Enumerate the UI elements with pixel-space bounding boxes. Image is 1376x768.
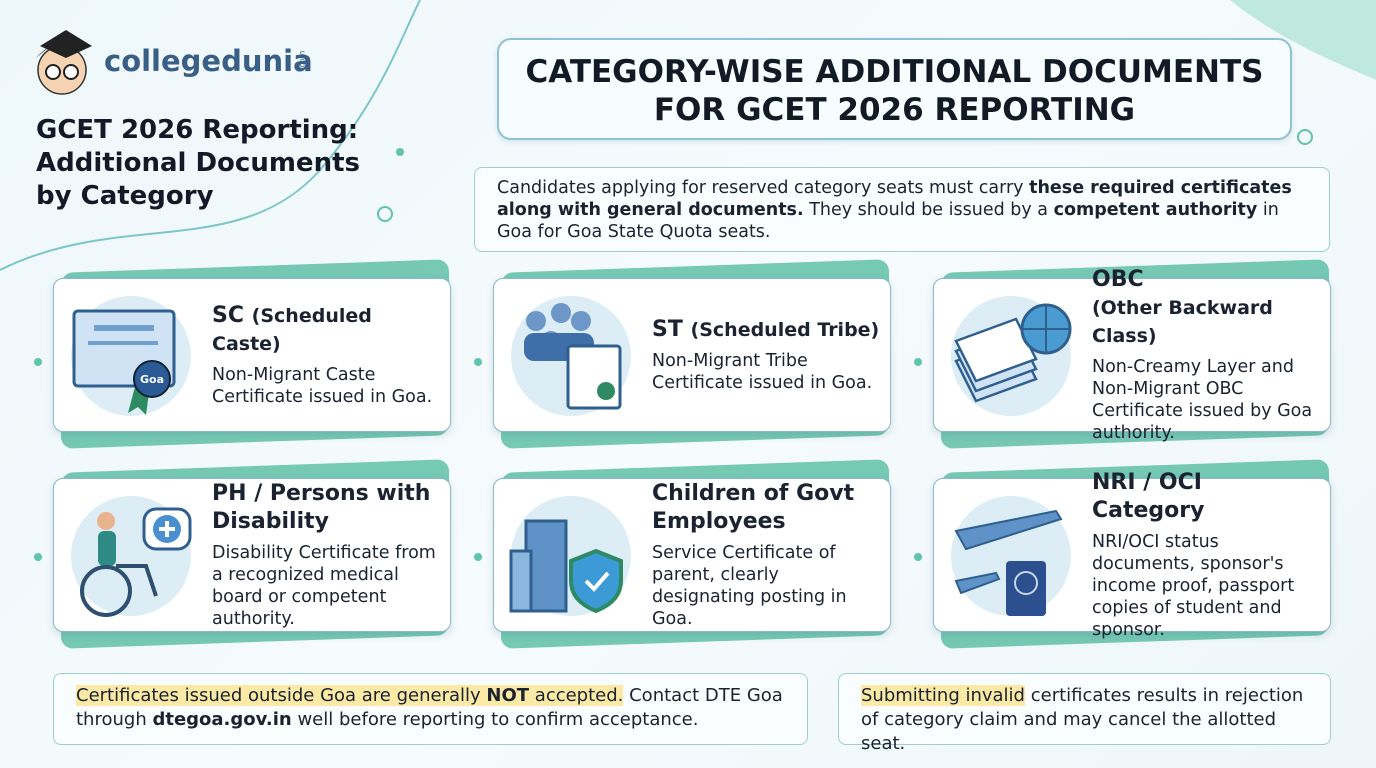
card-body: NRI/OCI status documents, sponsor's inco…: [1092, 532, 1295, 640]
card-title-main: OBC: [1092, 267, 1144, 292]
brand-suffix: .com: [297, 50, 307, 71]
note-box: Certificates issued outside Goa are gene…: [53, 673, 808, 745]
card-icon: [951, 496, 1071, 616]
card-title-main: SC: [212, 303, 244, 328]
icon-label: Goa: [140, 373, 164, 386]
card-text: SC (Scheduled Caste) Non-Migrant Caste Ce…: [212, 279, 442, 431]
category-card: ST (Scheduled Tribe) Non-Migrant Tribe Ce…: [493, 278, 891, 432]
text-segment: dtegoa.gov.in: [152, 709, 292, 730]
card-icon: [951, 296, 1072, 416]
text-segment: accepted.: [529, 685, 624, 706]
card-icon: [71, 496, 192, 617]
side-title-line: by Category: [36, 181, 214, 211]
intro-box: Candidates applying for reserved categor…: [474, 167, 1330, 252]
card-text: PH / Persons with Disability Disability C…: [212, 479, 442, 631]
card-title-note: (Scheduled Caste): [212, 305, 372, 355]
category-card: OBC (Other Backward Class) Non-Creamy Laye…: [933, 267, 1331, 443]
card-title: NRI / OCI Category: [1092, 469, 1322, 525]
category-card: NRI / OCI Category NRI/OCI status documen…: [933, 470, 1331, 640]
card-text: Children of Govt Employees Service Certif…: [652, 479, 882, 631]
header-title-line: FOR GCET 2026 REPORTING: [653, 92, 1136, 128]
card-icon: Goa: [71, 296, 191, 416]
card-title-note: (Other Backward Class): [1092, 297, 1273, 347]
text-segment: certificates results in rejection of cat…: [861, 685, 1304, 754]
card-text: NRI / OCI Category NRI/OCI status documen…: [1092, 470, 1322, 640]
card-body: Service Certificate of parent, clearly d…: [652, 543, 847, 629]
category-card: Goa SC (Scheduled Caste) Non-Migrant Caste…: [53, 278, 451, 432]
card-body: Non-Migrant Tribe Certificate issued in …: [652, 351, 873, 393]
card-title: SC (Scheduled Caste): [212, 302, 442, 358]
side-title-line: Additional Documents: [36, 148, 360, 178]
text-segment: well before reporting to confirm accepta…: [291, 709, 699, 730]
card-text: OBC (Other Backward Class) Non-Creamy Laye…: [1092, 267, 1322, 443]
card-icon: [509, 496, 631, 616]
card-body: Disability Certificate from a recognized…: [212, 543, 436, 629]
text-segment: NOT: [486, 685, 530, 706]
note-box: Submitting invalid certificates results …: [838, 673, 1331, 754]
text-segment: Contact DTE Goa through: [76, 685, 783, 730]
card-body: Non-Creamy Layer and Non-Migrant OBC Cer…: [1092, 357, 1313, 443]
text-segment: They should be issued by a: [803, 200, 1054, 220]
card-wrap: Goa SC (Scheduled Caste) Non-Migrant Caste…: [53, 259, 451, 449]
card-body: Non-Migrant Caste Certificate issued in …: [212, 365, 433, 407]
card-title-main: ST: [652, 317, 683, 342]
text-segment: competent authority: [1053, 200, 1258, 220]
category-card: PH / Persons with Disability Disability C…: [53, 478, 451, 632]
card-icon: [511, 296, 631, 416]
card-text: ST (Scheduled Tribe) Non-Migrant Tribe Ce…: [652, 279, 882, 431]
card-title: PH / Persons with Disability: [212, 480, 442, 536]
side-title-line: GCET 2026 Reporting:: [36, 115, 359, 145]
category-card: Children of Govt Employees Service Certif…: [493, 478, 891, 632]
logo-mascot: [36, 30, 92, 95]
card-title: OBC (Other Backward Class): [1092, 266, 1322, 350]
card-wrap: ST (Scheduled Tribe) Non-Migrant Tribe Ce…: [493, 259, 891, 449]
header-title-line: CATEGORY-WISE ADDITIONAL DOCUMENTS: [525, 54, 1264, 90]
text-segment: Submitting invalid: [861, 685, 1025, 706]
text-segment: in Goa for Goa State Quota seats.: [497, 200, 1279, 242]
card-wrap: NRI / OCI Category NRI/OCI status documen…: [933, 459, 1331, 649]
card-title-main: NRI / OCI Category: [1092, 470, 1205, 523]
text-segment: Candidates applying for reserved categor…: [497, 178, 1030, 198]
card-title-main: PH / Persons with Disability: [212, 481, 431, 534]
text-segment: Certificates issued outside Goa are gene…: [76, 685, 487, 706]
card-wrap: Children of Govt Employees Service Certif…: [493, 459, 891, 649]
card-wrap: PH / Persons with Disability Disability C…: [53, 459, 451, 649]
card-title-main: Children of Govt Employees: [652, 481, 855, 534]
card-title: ST (Scheduled Tribe): [652, 316, 882, 344]
side-title: GCET 2026 Reporting: Additional Document…: [36, 114, 360, 213]
card-title: Children of Govt Employees: [652, 480, 882, 536]
card-wrap: OBC (Other Backward Class) Non-Creamy Laye…: [933, 259, 1331, 449]
card-title-note: (Scheduled Tribe): [690, 319, 880, 341]
header: CATEGORY-WISE ADDITIONAL DOCUMENTS FOR G…: [497, 38, 1292, 140]
text-segment: these required certificates along with g…: [497, 178, 1292, 220]
brand-name: collegedunia: [104, 44, 313, 78]
